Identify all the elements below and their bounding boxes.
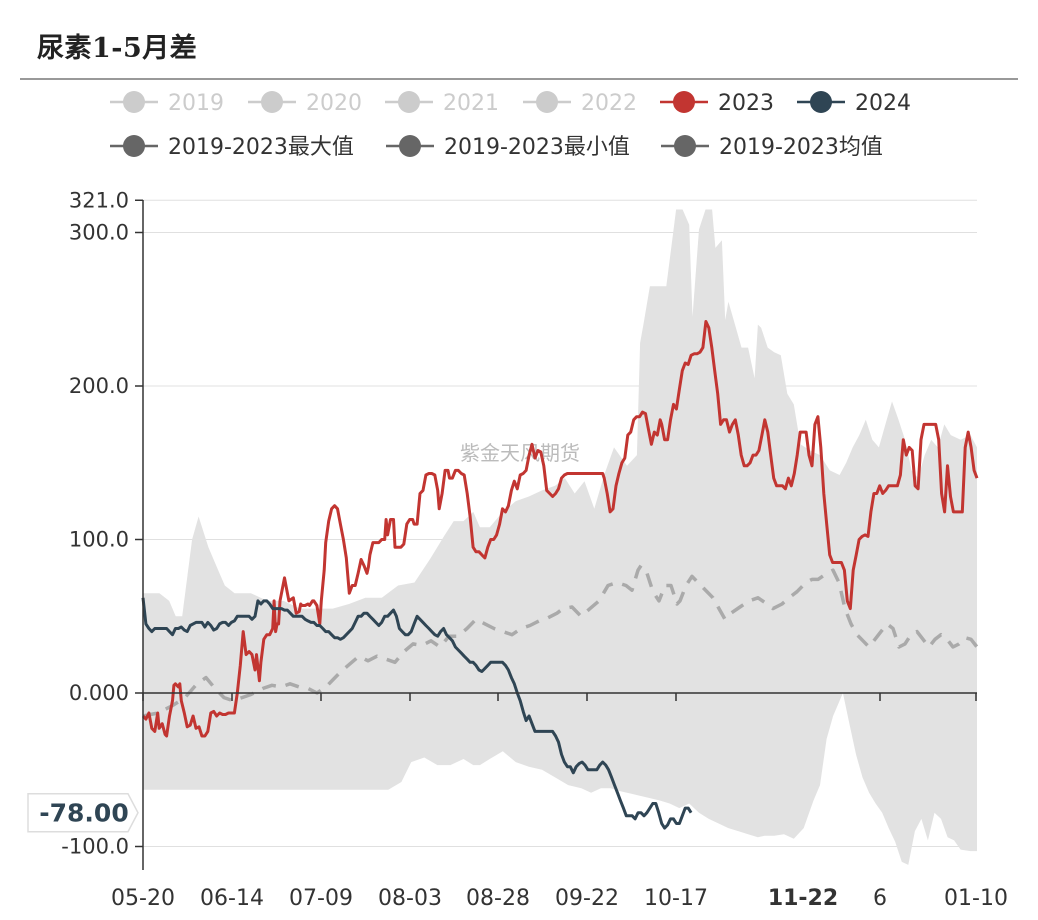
- legend-circle-icon: [399, 135, 421, 157]
- legend-label: 2021: [443, 91, 499, 116]
- x-tick-label: 01-10: [944, 886, 1008, 911]
- x-tick-label: 09-22: [555, 886, 619, 911]
- legend: 2019 2020 2021 2022 2023 2024 2019-2023最大值 2019…: [110, 91, 911, 160]
- range-band: [143, 209, 977, 865]
- legend-label: 2019: [168, 91, 224, 116]
- legend-circle-icon: [123, 91, 145, 113]
- x-pointer-label: 11-22: [768, 886, 838, 911]
- legend-circle-icon: [810, 91, 832, 113]
- x-tick-label: 07-09: [289, 886, 353, 911]
- legend-label: 2019-2023最大值: [168, 135, 354, 160]
- x-tick-label: 6: [873, 886, 887, 911]
- series-lines: [141, 320, 979, 830]
- legend-item-2020[interactable]: 2020: [248, 91, 362, 116]
- y-tick-label: -100.0: [61, 835, 129, 859]
- y-tick-label: 321.0: [69, 188, 129, 212]
- watermark-text: 紫金天风期货: [460, 441, 580, 465]
- legend-label: 2019-2023最小值: [444, 135, 630, 160]
- legend-item-2024[interactable]: 2024: [797, 91, 911, 116]
- legend-circle-icon: [261, 91, 283, 113]
- legend-item-2019[interactable]: 2019: [110, 91, 224, 116]
- band-area-max-min: [143, 209, 977, 865]
- axis-pointer: -78.00: [27, 792, 139, 833]
- legend-item-2023[interactable]: 2023: [660, 91, 774, 116]
- axes: 321.0 300.0 200.0 100.0 0.000 -100.0 05-20 06-1…: [61, 188, 1008, 911]
- y-tick-label: 300.0: [69, 221, 129, 245]
- legend-circle-icon: [398, 91, 420, 113]
- legend-label: 2024: [855, 91, 911, 116]
- y-pointer-box: [27, 792, 139, 833]
- x-tick-label: 10-17: [644, 886, 708, 911]
- legend-item-2019-2023最小值[interactable]: 2019-2023最小值: [386, 135, 630, 160]
- y-tick-label: 200.0: [69, 374, 129, 398]
- x-tick-label: 06-14: [200, 886, 264, 911]
- legend-circle-icon: [674, 135, 696, 157]
- y-tick-label: 100.0: [69, 528, 129, 552]
- legend-label: 2019-2023均值: [719, 135, 883, 160]
- x-tick-label: 08-28: [466, 886, 530, 911]
- legend-item-2019-2023最大值[interactable]: 2019-2023最大值: [110, 135, 354, 160]
- legend-circle-icon: [536, 91, 558, 113]
- legend-label: 2020: [306, 91, 362, 116]
- legend-item-2021[interactable]: 2021: [385, 91, 499, 116]
- legend-circle-icon: [123, 135, 145, 157]
- y-tick-label: 0.000: [69, 681, 129, 705]
- y-pointer-label: -78.00: [39, 799, 128, 828]
- x-tick-label: 08-03: [378, 886, 442, 911]
- series-line-2024[interactable]: [141, 597, 693, 830]
- legend-label: 2023: [718, 91, 774, 116]
- x-tick-label: 05-20: [111, 886, 175, 911]
- legend-item-2019-2023均值[interactable]: 2019-2023均值: [661, 135, 883, 160]
- title-divider: [20, 78, 1018, 80]
- legend-item-2022[interactable]: 2022: [523, 91, 637, 116]
- legend-label: 2022: [581, 91, 637, 116]
- legend-circle-icon: [673, 91, 695, 113]
- series-line-2023[interactable]: [141, 320, 979, 738]
- page-title: 尿素1-5月差: [37, 33, 198, 64]
